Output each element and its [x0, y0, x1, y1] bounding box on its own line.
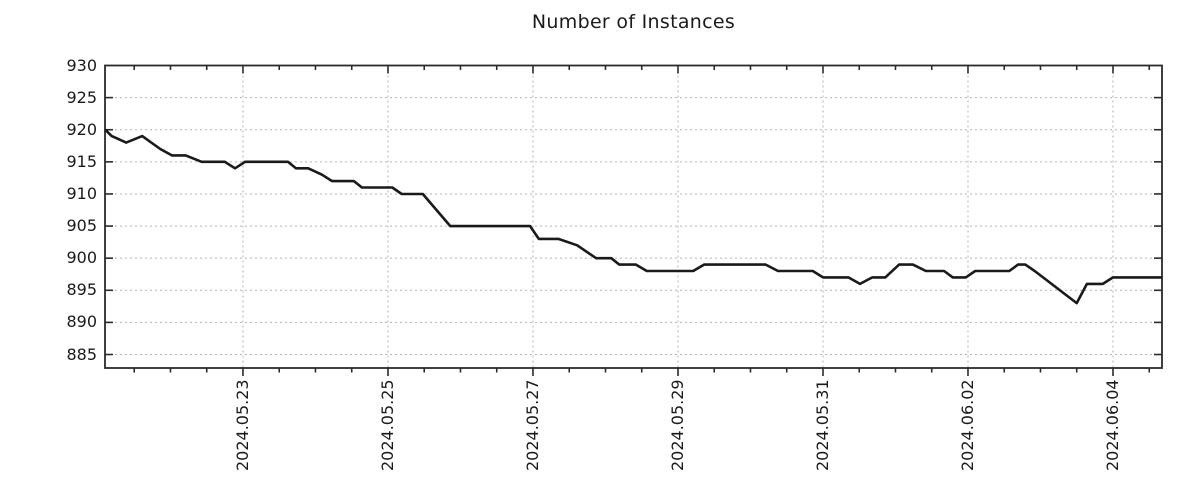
y-tick-label: 900	[66, 248, 97, 268]
x-tick-label: 2024.05.25	[377, 379, 397, 471]
x-tick-label: 2024.05.29	[667, 379, 687, 471]
x-tick-label: 2024.06.02	[957, 379, 977, 471]
y-tick-label: 920	[66, 119, 97, 139]
y-tick-label: 925	[66, 87, 97, 107]
plot-frame	[104, 64, 1163, 369]
y-tick-label: 915	[66, 151, 97, 171]
chart-title: Number of Instances	[531, 11, 736, 33]
series-line-instances	[104, 128, 1163, 305]
x-tick-label: 2024.05.23	[232, 379, 252, 471]
y-tick-label: 905	[66, 216, 97, 236]
y-tick-label: 895	[66, 280, 97, 300]
y-tick-label: 910	[66, 183, 97, 203]
y-tick-label: 885	[66, 344, 97, 364]
y-tick-label: 930	[66, 55, 97, 75]
x-tick-label: 2024.05.31	[812, 379, 832, 471]
x-tick-label: 2024.05.27	[522, 379, 542, 471]
x-tick-label: 2024.06.04	[1102, 379, 1122, 471]
y-tick-label: 890	[66, 312, 97, 332]
